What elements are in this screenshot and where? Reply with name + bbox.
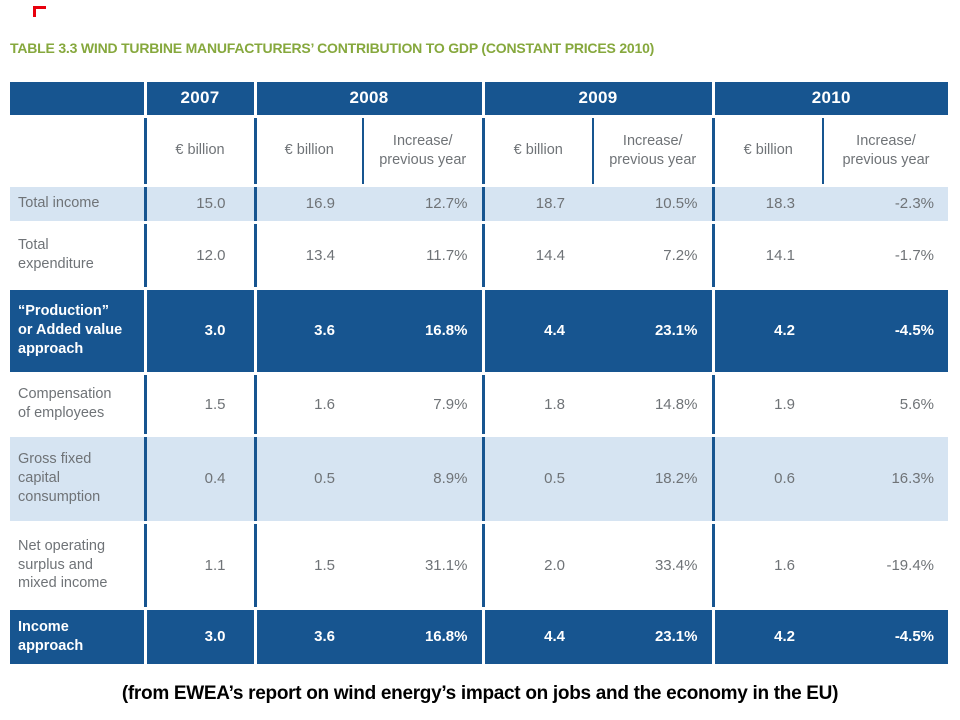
gdp-table: 2007 2008 2009 2010 € billion € billion … <box>10 82 948 667</box>
table-cell: 0.5 <box>483 435 593 524</box>
table-cell: -19.4% <box>823 522 948 610</box>
table-cell: 0.4 <box>145 435 257 524</box>
table-cell: 10.5% <box>593 185 715 224</box>
table-head: 2007 2008 2009 2010 € billion € billion … <box>10 82 948 187</box>
table-cell: 1.5 <box>145 373 257 437</box>
year-header-row: 2007 2008 2009 2010 <box>10 82 948 118</box>
table-cell: 11.7% <box>363 222 485 290</box>
table-row: “Production” or Added value approach 3.0 3… <box>10 288 948 375</box>
table-cell: 3.6 <box>255 608 363 667</box>
subheader-cell: Increase/ previous year <box>823 116 948 187</box>
corner-header-cell <box>10 82 147 118</box>
year-header-2007: 2007 <box>145 82 257 118</box>
corner-sub-cell <box>10 116 147 187</box>
table-cell: 23.1% <box>593 288 715 375</box>
table-cell: -1.7% <box>823 222 948 290</box>
table-cell: 33.4% <box>593 522 715 610</box>
table-cell: 7.9% <box>363 373 485 437</box>
year-header-2010: 2010 <box>713 82 948 118</box>
table-cell: 5.6% <box>823 373 948 437</box>
table-cell: 15.0 <box>145 185 257 224</box>
table-cell: 14.8% <box>593 373 715 437</box>
table-cell: 18.7 <box>483 185 593 224</box>
row-label: Total expenditure <box>10 222 147 290</box>
table-cell: 1.6 <box>713 522 823 610</box>
table-cell: 12.0 <box>145 222 257 290</box>
table-cell: 1.8 <box>483 373 593 437</box>
table-cell: -2.3% <box>823 185 948 224</box>
subheader-cell: Increase/ previous year <box>363 116 485 187</box>
table-cell: 3.0 <box>145 288 257 375</box>
table-title: TABLE 3.3 WIND TURBINE MANUFACTURERS’ CO… <box>10 40 655 56</box>
table-cell: 4.4 <box>483 608 593 667</box>
table-cell: 4.4 <box>483 288 593 375</box>
table-cell: -4.5% <box>823 288 948 375</box>
table-cell: 3.0 <box>145 608 257 667</box>
table-cell: 4.2 <box>713 608 823 667</box>
table-cell: 0.5 <box>255 435 363 524</box>
table-cell: 7.2% <box>593 222 715 290</box>
row-label: Net operating surplus and mixed income <box>10 522 147 610</box>
table-cell: -4.5% <box>823 608 948 667</box>
table-cell: 1.1 <box>145 522 257 610</box>
table-cell: 16.8% <box>363 608 485 667</box>
table-row: Gross fixed capital consumption 0.4 0.5 8.9… <box>10 435 948 524</box>
table-cell: 2.0 <box>483 522 593 610</box>
table-cell: 1.9 <box>713 373 823 437</box>
red-corner-mark <box>33 6 46 17</box>
table-cell: 14.1 <box>713 222 823 290</box>
row-label: Gross fixed capital consumption <box>10 435 147 524</box>
table-cell: 18.2% <box>593 435 715 524</box>
table-cell: 13.4 <box>255 222 363 290</box>
table-cell: 1.6 <box>255 373 363 437</box>
table-cell: 14.4 <box>483 222 593 290</box>
table-row: Compensation of employees 1.5 1.6 7.9% 1.8 14… <box>10 373 948 437</box>
table-cell: 23.1% <box>593 608 715 667</box>
year-header-2008: 2008 <box>255 82 485 118</box>
row-label: Compensation of employees <box>10 373 147 437</box>
table-cell: 1.5 <box>255 522 363 610</box>
table-row: Net operating surplus and mixed income 1.… <box>10 522 948 610</box>
table-cell: 16.3% <box>823 435 948 524</box>
subheader-cell: € billion <box>713 116 824 187</box>
subheader-row: € billion € billion Increase/ previous y… <box>10 116 948 187</box>
table-cell: 8.9% <box>363 435 485 524</box>
table-cell: 3.6 <box>255 288 363 375</box>
table-row: Income approach 3.0 3.6 16.8% 4.4 23.1% 4.2 -4.… <box>10 608 948 667</box>
table-cell: 31.1% <box>363 522 485 610</box>
table-row: Total income 15.0 16.9 12.7% 18.7 10.5% 18.3 -2… <box>10 185 948 224</box>
table-cell: 4.2 <box>713 288 823 375</box>
year-header-2009: 2009 <box>483 82 715 118</box>
table-row: Total expenditure 12.0 13.4 11.7% 14.4 7.2% 14… <box>10 222 948 290</box>
table-cell: 12.7% <box>363 185 485 224</box>
subheader-cell: € billion <box>255 116 364 187</box>
table-cell: 0.6 <box>713 435 823 524</box>
subheader-cell: € billion <box>145 116 257 187</box>
row-label: “Production” or Added value approach <box>10 288 147 375</box>
table-cell: 18.3 <box>713 185 823 224</box>
table-body: Total income 15.0 16.9 12.7% 18.7 10.5% 18.3 -2… <box>10 185 948 667</box>
row-label: Income approach <box>10 608 147 667</box>
row-label: Total income <box>10 185 147 224</box>
subheader-cell: € billion <box>483 116 594 187</box>
caption: (from EWEA’s report on wind energy’s imp… <box>121 683 839 704</box>
subheader-cell: Increase/ previous year <box>593 116 715 187</box>
table-cell: 16.8% <box>363 288 485 375</box>
table-cell: 16.9 <box>255 185 363 224</box>
